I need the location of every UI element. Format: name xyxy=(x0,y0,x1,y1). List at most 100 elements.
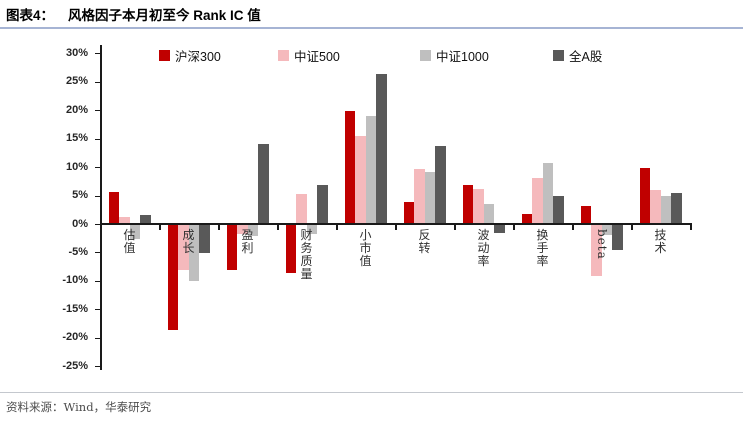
legend-label: 全A股 xyxy=(569,50,603,64)
x-category-label-text: beta xyxy=(595,229,609,260)
y-tick-mark xyxy=(95,81,100,83)
bar xyxy=(296,193,307,224)
x-tick-mark xyxy=(218,225,220,230)
y-tick-mark xyxy=(95,337,100,339)
bar xyxy=(494,225,505,233)
legend-swatch-zz1000 xyxy=(420,50,431,61)
bar xyxy=(306,225,317,235)
bar xyxy=(591,225,602,276)
y-tick-mark xyxy=(95,280,100,282)
bar xyxy=(344,110,355,224)
bar xyxy=(483,203,494,224)
y-tick-mark xyxy=(95,366,100,368)
figure-title-row: 图表4： 风格因子本月初至今 Rank IC 值 xyxy=(6,4,261,24)
x-category-label: 换 手 率 xyxy=(536,228,549,268)
bar xyxy=(462,184,473,224)
bar xyxy=(108,192,119,224)
bar xyxy=(521,213,532,224)
bar xyxy=(226,225,237,270)
legend-item-zz500: 中证500 xyxy=(278,46,340,65)
x-category-label: 技 术 xyxy=(654,228,667,255)
legend-label: 中证1000 xyxy=(436,50,489,64)
footer-divider xyxy=(0,392,743,393)
bar xyxy=(580,206,591,224)
x-tick-mark xyxy=(631,225,633,230)
bar xyxy=(119,217,130,224)
title-divider xyxy=(0,27,743,29)
legend-swatch-zz500 xyxy=(278,50,289,61)
x-tick-mark xyxy=(159,225,161,230)
rank-ic-bar-chart: 沪深300 中证500 中证1000 全A股 30% 25% 20% 15% 10% 5%… xyxy=(0,45,743,372)
x-category-label: 反 转 xyxy=(418,228,431,255)
bar xyxy=(553,196,564,224)
x-tick-mark xyxy=(454,225,456,230)
y-tick-mark xyxy=(95,110,100,112)
y-tick-label: -10% xyxy=(62,274,88,287)
source-note: 资料来源：Wind，华泰研究 xyxy=(6,400,152,414)
bar xyxy=(129,225,140,240)
x-tick-mark xyxy=(336,225,338,230)
legend-item-zz1000: 中证1000 xyxy=(420,46,489,65)
bar xyxy=(258,143,269,224)
y-tick-label: -15% xyxy=(62,302,88,315)
bar xyxy=(285,225,296,274)
y-tick-label: 20% xyxy=(65,103,88,116)
y-tick-label: 5% xyxy=(72,189,88,202)
y-tick-mark xyxy=(95,195,100,197)
bar xyxy=(650,190,661,224)
figure-title: 风格因子本月初至今 Rank IC 值 xyxy=(68,8,261,23)
y-tick-label: 0% xyxy=(72,217,88,230)
legend-item-alla: 全A股 xyxy=(553,46,602,65)
y-tick-mark xyxy=(95,53,100,55)
x-category-label: 财 务 质 量 xyxy=(300,228,313,281)
y-tick-mark xyxy=(95,224,100,225)
figure-label: 图表4： xyxy=(6,8,55,23)
x-category-label: 小 市 值 xyxy=(359,228,372,268)
bar xyxy=(660,196,671,224)
bar xyxy=(237,225,248,234)
legend-swatch-alla xyxy=(553,50,564,61)
y-tick-label: 15% xyxy=(65,132,88,145)
x-tick-mark xyxy=(690,225,692,230)
legend-item-hs300: 沪深300 xyxy=(159,46,221,65)
bar xyxy=(414,168,425,224)
y-tick-label: -5% xyxy=(68,245,88,258)
x-category-label: 盈 利 xyxy=(241,228,254,255)
y-tick-label: 25% xyxy=(65,75,88,88)
bar xyxy=(140,214,151,224)
x-category-label: 估 值 xyxy=(123,228,136,255)
bar xyxy=(532,177,543,224)
y-tick-mark xyxy=(95,309,100,311)
bar xyxy=(542,162,553,224)
bar xyxy=(199,225,210,253)
bar xyxy=(355,135,366,224)
bar xyxy=(247,225,258,237)
bar xyxy=(473,189,484,224)
bar xyxy=(317,184,328,224)
y-tick-mark xyxy=(95,167,100,169)
y-tick-label: 10% xyxy=(65,160,88,173)
legend-label: 中证500 xyxy=(294,50,340,64)
bar xyxy=(612,225,623,251)
chart-legend: 沪深300 中证500 中证1000 全A股 xyxy=(0,46,743,65)
x-tick-mark xyxy=(572,225,574,230)
y-tick-label: -25% xyxy=(62,359,88,372)
bar xyxy=(365,116,376,224)
y-axis-line xyxy=(100,45,102,370)
y-tick-mark xyxy=(95,138,100,140)
legend-swatch-hs300 xyxy=(159,50,170,61)
y-tick-label: 30% xyxy=(65,46,88,59)
x-tick-mark xyxy=(395,225,397,230)
bar xyxy=(671,193,682,224)
bar xyxy=(424,172,435,224)
legend-label: 沪深300 xyxy=(175,50,221,64)
bar xyxy=(403,202,414,224)
x-category-label: 波 动 率 xyxy=(477,228,490,268)
bar xyxy=(639,168,650,224)
x-category-label: 成 长 xyxy=(182,228,195,255)
x-tick-mark xyxy=(277,225,279,230)
bar xyxy=(435,146,446,224)
y-tick-mark xyxy=(95,252,100,254)
bar xyxy=(601,225,612,236)
